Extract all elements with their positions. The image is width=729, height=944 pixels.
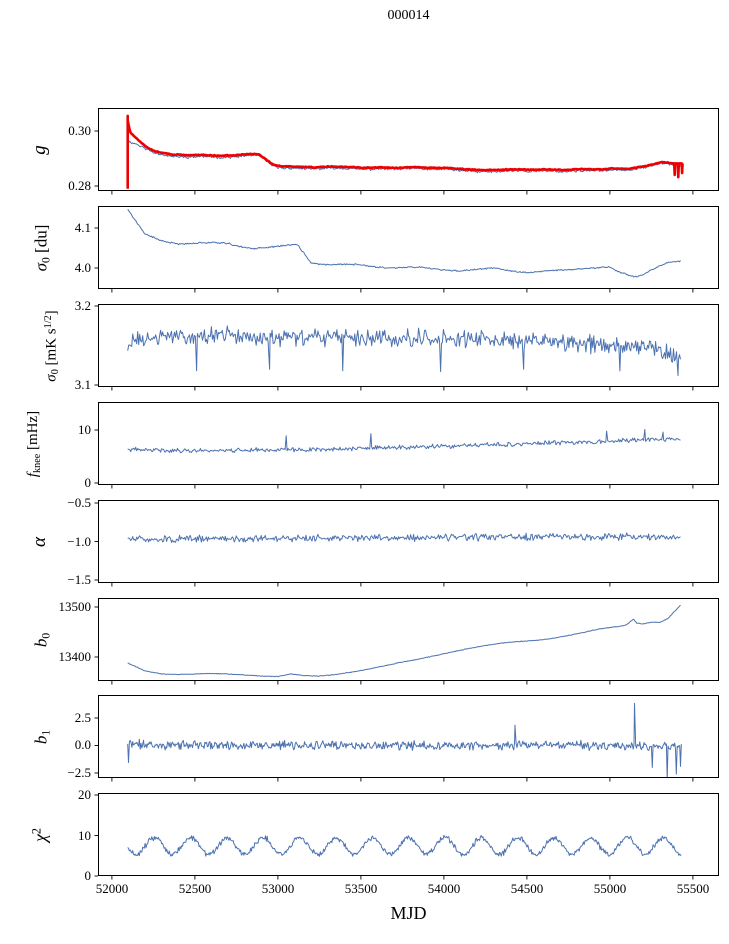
x-axis-label: MJD: [390, 903, 427, 923]
panel-b0-plot: [94, 598, 719, 685]
ylabel-b0: b0: [32, 632, 53, 646]
series-f_knee-line: [127, 429, 681, 454]
y-tick-label: 4.0: [74, 260, 91, 275]
ylabel-part: ]: [43, 309, 60, 315]
panel-sigma0_wn: [94, 304, 719, 391]
panel-sigma0_du-plot: [94, 206, 719, 293]
ylabel-part: 1: [39, 729, 53, 736]
y-tick-label: 4.1: [74, 220, 91, 235]
x-tick-label: 52500: [178, 881, 212, 896]
y-tick-label: −0.5: [67, 495, 91, 510]
ylabel-part: σ: [31, 262, 51, 271]
y-tick-label: −1.5: [67, 572, 91, 587]
panel-frame: [98, 304, 719, 387]
y-tick-label: 10: [78, 828, 91, 843]
panel-b0: [94, 598, 719, 685]
panel-sigma0_wn-plot: [94, 304, 719, 391]
ylabel-b1: b1: [32, 729, 53, 743]
ylabel-g: g: [29, 145, 51, 155]
y-tick-label: 3.2: [74, 298, 91, 313]
panel-frame: [98, 402, 719, 485]
x-tick-label: 54500: [510, 881, 544, 896]
ylabel-part: 2: [29, 827, 44, 834]
x-tick-label: 55000: [593, 881, 627, 896]
y-tick-label: −2.5: [67, 765, 91, 780]
panel-frame: [98, 108, 719, 191]
ylabel-part: 0: [39, 632, 53, 639]
panel-frame: [98, 500, 719, 583]
ylabel-part: σ: [43, 373, 60, 382]
panel-f_knee: [94, 402, 719, 489]
ylabel-part: α: [29, 536, 50, 547]
panel-f_knee-plot: [94, 402, 719, 489]
ylabel-part: knee: [31, 453, 43, 473]
panel-g: [94, 108, 719, 195]
panel-chi2: [94, 793, 719, 880]
x-tick-label: 53500: [344, 881, 378, 896]
y-tick-label: 13400: [58, 649, 92, 664]
series-sigma0_du-line: [127, 209, 681, 278]
ylabel-sigma0_du: σ0 [du]: [32, 224, 53, 271]
y-tick-label: 20: [78, 787, 91, 802]
ylabel-part: g: [29, 144, 50, 155]
y-tick-label: 2.5: [74, 710, 91, 725]
ylabel-part: [mK s: [43, 327, 60, 369]
y-tick-label: −1.0: [67, 534, 91, 549]
ylabel-part: 1/2: [42, 314, 54, 328]
panel-frame: [98, 598, 719, 681]
ylabel-alpha: α: [29, 537, 51, 547]
series-sigma0_wn-line: [127, 325, 681, 376]
panel-frame: [98, 793, 719, 876]
y-tick-label: 0: [84, 868, 92, 883]
panel-chi2-plot: [94, 793, 719, 880]
panel-sigma0_du: [94, 206, 719, 293]
ylabel-sigma0_wn: σ0 [mK s1/2]: [43, 310, 61, 381]
y-tick-label: 3.1: [74, 377, 91, 392]
ylabel-part: 0: [50, 368, 62, 374]
panel-g-plot: [94, 108, 719, 195]
x-tick-label: 55500: [676, 881, 710, 896]
ylabel-f_knee: fknee [mHz]: [25, 410, 43, 476]
panel-alpha: [94, 500, 719, 587]
panel-alpha-plot: [94, 500, 719, 587]
series-chi2-line: [127, 834, 682, 857]
x-tick-label: 53000: [261, 881, 295, 896]
panel-frame: [98, 695, 719, 778]
y-tick-label: 0: [84, 475, 92, 490]
panel-b1: [94, 695, 719, 782]
y-tick-label: 0.0: [74, 737, 91, 752]
ylabel-part: b: [31, 735, 51, 744]
x-tick-label: 52000: [95, 881, 129, 896]
ylabel-part: [du]: [31, 224, 51, 257]
y-tick-label: 10: [78, 422, 91, 437]
ylabel-chi2: χ2: [29, 827, 51, 841]
series-alpha-line: [127, 532, 681, 543]
y-tick-label: 13500: [58, 599, 92, 614]
series-b0-line: [127, 604, 681, 678]
ylabel-part: χ: [29, 833, 50, 842]
series-b1-line: [127, 702, 682, 778]
x-tick-label: 54000: [427, 881, 461, 896]
y-tick-label: 0.28: [68, 178, 91, 193]
panel-b1-plot: [94, 695, 719, 782]
ylabel-part: 0: [39, 256, 53, 263]
ylabel-part: b: [31, 638, 51, 647]
figure-title: 000014: [387, 8, 430, 23]
ylabel-part: [mHz]: [25, 410, 42, 454]
series-g-overlay: [126, 114, 684, 189]
y-tick-label: 0.30: [68, 123, 91, 138]
panel-frame: [98, 206, 719, 289]
